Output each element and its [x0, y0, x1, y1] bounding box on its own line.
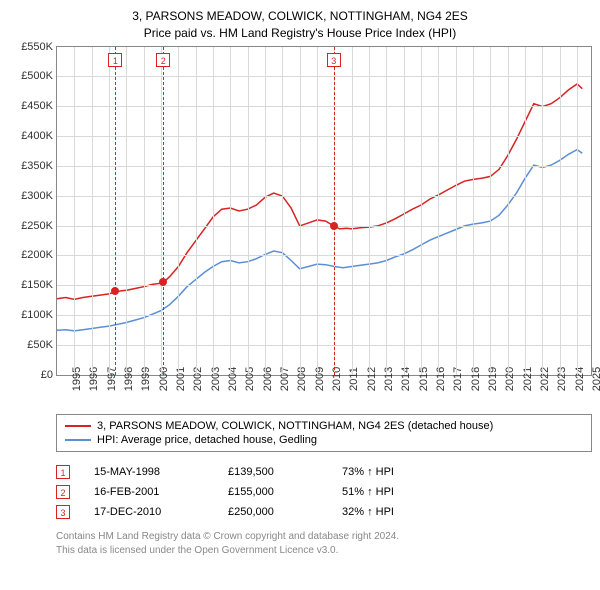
footnote-line2: This data is licensed under the Open Gov…: [56, 544, 592, 558]
gridline-vertical: [248, 47, 249, 375]
y-axis-tick-label: £200K: [21, 249, 53, 261]
gridline-vertical: [473, 47, 474, 375]
title-subtitle: Price paid vs. HM Land Registry's House …: [8, 25, 592, 42]
line-series-svg: [57, 47, 591, 375]
event-table-badge: 2: [56, 485, 70, 499]
gridline-vertical: [404, 47, 405, 375]
event-guideline: [163, 47, 164, 375]
footnote: Contains HM Land Registry data © Crown c…: [56, 530, 592, 558]
gridline-horizontal: [57, 166, 591, 167]
event-table-badge: 1: [56, 465, 70, 479]
gridline-horizontal: [57, 136, 591, 137]
gridline-vertical: [542, 47, 543, 375]
chart-container: 3, PARSONS MEADOW, COLWICK, NOTTINGHAM, …: [8, 8, 592, 558]
y-axis-tick-label: £100K: [21, 309, 53, 321]
event-table-badge: 3: [56, 505, 70, 519]
gridline-vertical: [490, 47, 491, 375]
y-axis-tick-label: £550K: [21, 41, 53, 53]
y-axis-tick-label: £500K: [21, 70, 53, 82]
event-marker: [330, 222, 338, 230]
gridline-vertical: [317, 47, 318, 375]
gridline-vertical: [369, 47, 370, 375]
event-badge: 3: [327, 53, 341, 67]
y-axis-tick-label: £50K: [27, 339, 53, 351]
y-axis-tick-label: £250K: [21, 220, 53, 232]
y-axis-tick-label: £150K: [21, 279, 53, 291]
gridline-horizontal: [57, 285, 591, 286]
y-axis-tick-label: £450K: [21, 100, 53, 112]
gridline-vertical: [438, 47, 439, 375]
events-table: 1 15-MAY-1998 £139,500 73% ↑ HPI 2 16-FEB-200…: [56, 462, 592, 522]
gridline-vertical: [282, 47, 283, 375]
gridline-vertical: [265, 47, 266, 375]
gridline-vertical: [577, 47, 578, 375]
event-badge: 2: [156, 53, 170, 67]
y-axis-tick-label: £350K: [21, 160, 53, 172]
gridline-horizontal: [57, 226, 591, 227]
event-table-date: 17-DEC-2010: [94, 506, 204, 518]
gridline-vertical: [92, 47, 93, 375]
gridline-horizontal: [57, 255, 591, 256]
event-table-delta: 32% ↑ HPI: [342, 506, 394, 518]
y-axis-tick-label: £0: [41, 369, 53, 381]
legend-item: HPI: Average price, detached house, Gedl…: [65, 433, 583, 447]
gridline-horizontal: [57, 345, 591, 346]
event-guideline: [115, 47, 116, 375]
plot-area: £0£50K£100K£150K£200K£250K£300K£350K£400…: [56, 46, 592, 376]
gridline-vertical: [178, 47, 179, 375]
gridline-vertical: [230, 47, 231, 375]
gridline-vertical: [144, 47, 145, 375]
event-table-date: 15-MAY-1998: [94, 466, 204, 478]
event-table-row: 3 17-DEC-2010 £250,000 32% ↑ HPI: [56, 502, 592, 522]
gridline-vertical: [126, 47, 127, 375]
gridline-vertical: [352, 47, 353, 375]
gridline-horizontal: [57, 76, 591, 77]
gridline-vertical: [525, 47, 526, 375]
series-line-hpi: [57, 149, 582, 330]
y-axis-tick-label: £400K: [21, 130, 53, 142]
series-line-subject: [57, 84, 582, 299]
gridline-vertical: [74, 47, 75, 375]
gridline-horizontal: [57, 106, 591, 107]
x-axis-tick-label: 2025: [577, 366, 600, 390]
gridline-vertical: [421, 47, 422, 375]
gridline-vertical: [109, 47, 110, 375]
event-table-date: 16-FEB-2001: [94, 486, 204, 498]
gridline-vertical: [196, 47, 197, 375]
gridline-vertical: [560, 47, 561, 375]
event-table-row: 1 15-MAY-1998 £139,500 73% ↑ HPI: [56, 462, 592, 482]
chart-title: 3, PARSONS MEADOW, COLWICK, NOTTINGHAM, …: [8, 8, 592, 42]
event-table-delta: 51% ↑ HPI: [342, 486, 394, 498]
event-table-price: £139,500: [228, 466, 318, 478]
legend-item: 3, PARSONS MEADOW, COLWICK, NOTTINGHAM, …: [65, 419, 583, 433]
legend-label: HPI: Average price, detached house, Gedl…: [97, 434, 317, 446]
event-table-price: £155,000: [228, 486, 318, 498]
gridline-vertical: [386, 47, 387, 375]
gridline-vertical: [161, 47, 162, 375]
legend: 3, PARSONS MEADOW, COLWICK, NOTTINGHAM, …: [56, 414, 592, 452]
event-marker: [159, 278, 167, 286]
event-badge: 1: [108, 53, 122, 67]
title-address: 3, PARSONS MEADOW, COLWICK, NOTTINGHAM, …: [8, 8, 592, 25]
y-axis-tick-label: £300K: [21, 190, 53, 202]
legend-label: 3, PARSONS MEADOW, COLWICK, NOTTINGHAM, …: [97, 420, 493, 432]
gridline-vertical: [213, 47, 214, 375]
legend-swatch: [65, 425, 91, 427]
event-guideline: [334, 47, 335, 375]
gridline-horizontal: [57, 196, 591, 197]
event-table-row: 2 16-FEB-2001 £155,000 51% ↑ HPI: [56, 482, 592, 502]
gridline-vertical: [508, 47, 509, 375]
footnote-line1: Contains HM Land Registry data © Crown c…: [56, 530, 592, 544]
event-table-delta: 73% ↑ HPI: [342, 466, 394, 478]
gridline-vertical: [456, 47, 457, 375]
legend-swatch: [65, 439, 91, 441]
event-table-price: £250,000: [228, 506, 318, 518]
gridline-vertical: [300, 47, 301, 375]
event-marker: [111, 287, 119, 295]
gridline-horizontal: [57, 315, 591, 316]
